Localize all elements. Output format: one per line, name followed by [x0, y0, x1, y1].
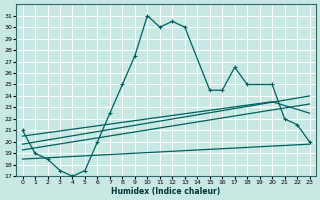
- X-axis label: Humidex (Indice chaleur): Humidex (Indice chaleur): [111, 187, 221, 196]
